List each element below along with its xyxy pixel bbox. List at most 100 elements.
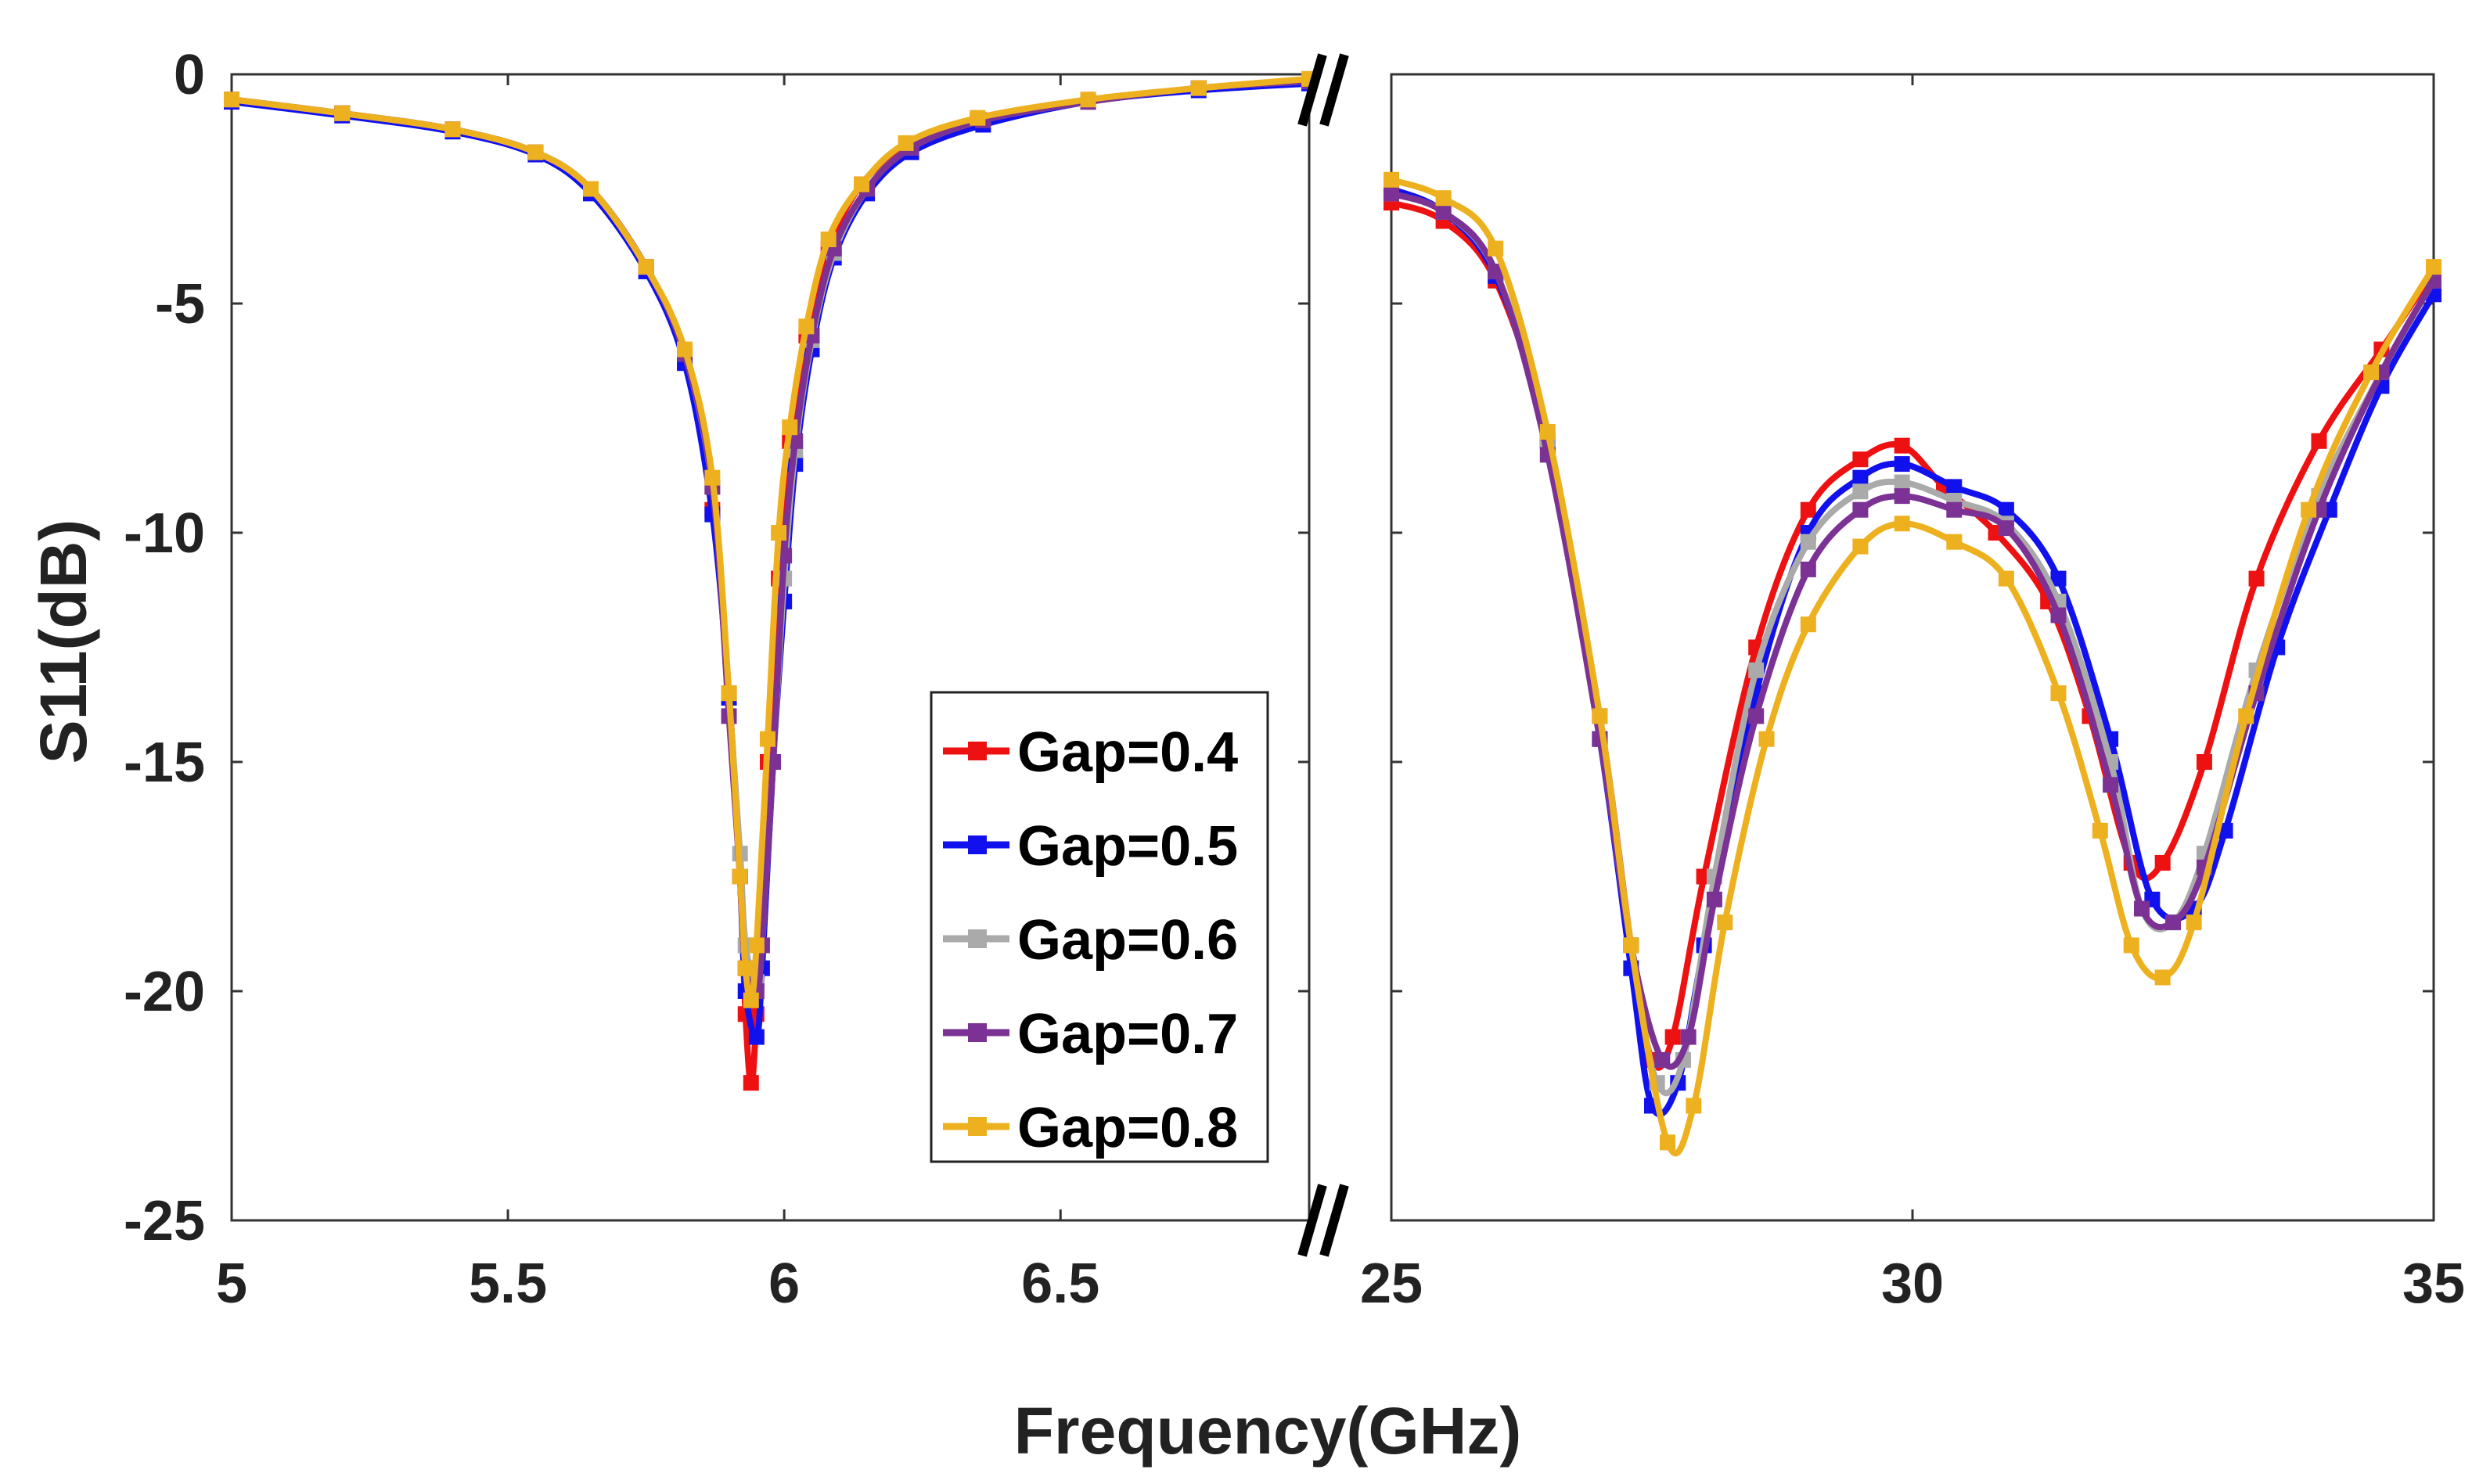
data-point (1800, 534, 1816, 550)
data-point (782, 419, 798, 436)
data-point (1190, 80, 1207, 96)
data-point (1998, 570, 2014, 587)
data-point (2154, 854, 2171, 871)
legend-label: Gap=0.4 (1017, 721, 1238, 784)
data-point (2363, 364, 2380, 380)
legend-label: Gap=0.7 (1017, 1003, 1238, 1065)
data-point (1894, 516, 1910, 532)
data-point (1852, 469, 1869, 486)
data-point (1384, 171, 1399, 188)
data-point (1946, 501, 1963, 518)
data-point (898, 135, 914, 151)
series-line (1390, 190, 2437, 1070)
data-point (1080, 92, 1096, 108)
y-tick-label: -10 (124, 502, 205, 565)
data-point (1946, 534, 1963, 550)
data-point (2050, 570, 2067, 587)
data-point (1686, 1098, 1702, 1114)
data-point (970, 110, 986, 126)
data-point (798, 318, 815, 335)
y-tick-label: -15 (124, 731, 205, 794)
data-point (1998, 501, 2014, 518)
data-point (743, 992, 759, 1008)
data-point (1946, 479, 1963, 495)
data-point (732, 868, 748, 885)
legend-entry: Gap=0.5 (943, 815, 1238, 878)
x-tick-label: 35 (2402, 1252, 2465, 1315)
x-tick-label: 6.5 (1021, 1252, 1099, 1315)
data-point (1664, 1029, 1681, 1045)
data-point (1800, 561, 1816, 577)
legend-label: Gap=0.8 (1017, 1097, 1238, 1159)
axes-layer: 5 5.5 6 6.5 25 30 35 0 -5 -10 -15 -20 -25 (124, 44, 2465, 1315)
x-tick-label: 25 (1360, 1252, 1423, 1315)
data-point (583, 181, 599, 197)
legend-label: Gap=0.6 (1017, 909, 1238, 972)
data-point (334, 105, 351, 121)
data-point (527, 144, 544, 160)
data-point (1852, 538, 1869, 555)
data-point (820, 231, 837, 247)
data-point (2311, 433, 2327, 449)
data-point (1659, 1134, 1675, 1151)
axis-break-bottom (1297, 1184, 1349, 1257)
x-tick-label: 6 (768, 1252, 800, 1315)
legend-box (930, 691, 1269, 1163)
y-axis-title: S11(dB) (27, 519, 100, 764)
data-point (2092, 822, 2108, 839)
data-point (2154, 969, 2171, 986)
data-point (1852, 501, 1869, 518)
data-point (748, 937, 765, 954)
data-point (771, 525, 787, 541)
y-tick-label: 0 (174, 44, 205, 106)
legend-swatch-marker (968, 742, 987, 760)
y-tick-label: -20 (124, 961, 205, 1023)
x-tick-label: 5.5 (469, 1252, 547, 1315)
legend-label: Gap=0.5 (1017, 815, 1238, 878)
legend-entry: Gap=0.7 (943, 1003, 1238, 1065)
y-tick-label: -25 (124, 1190, 205, 1252)
y-tick-label: -5 (155, 273, 205, 336)
legend-swatch-marker (968, 1023, 987, 1042)
data-point (1435, 190, 1452, 207)
data-point (2134, 900, 2150, 917)
series-line (1390, 176, 2437, 1157)
data-point (1654, 1051, 1671, 1068)
x-tick-label: 30 (1881, 1252, 1944, 1315)
data-point (1384, 185, 1399, 202)
data-point (704, 469, 721, 486)
legend-swatch-marker (968, 1117, 987, 1136)
legend-entry: Gap=0.4 (943, 721, 1238, 784)
series-Gap=0.8-low-band (224, 70, 1317, 1008)
data-point (2238, 708, 2254, 724)
data-point (2103, 777, 2119, 793)
legend-swatch-marker (968, 835, 987, 854)
data-point (2165, 914, 2181, 931)
legend: Gap=0.4 Gap=0.5 Gap=0.6 Gap=0.7 Gap=0.8 (930, 691, 1269, 1163)
data-point (638, 259, 654, 275)
data-point (759, 731, 775, 747)
plot-frame-low-band (230, 73, 1311, 1222)
data-point (224, 92, 239, 108)
data-point (2123, 937, 2139, 954)
data-point (1623, 937, 1639, 954)
data-point (1758, 731, 1775, 747)
data-point (743, 1075, 759, 1091)
data-point (748, 1029, 765, 1045)
data-point (444, 121, 461, 138)
data-point (1748, 708, 1765, 724)
data-point (677, 341, 693, 358)
data-point (1800, 616, 1816, 633)
data-point (1592, 708, 1608, 724)
legend-swatch-marker (968, 929, 987, 948)
x-tick-label: 5 (216, 1252, 247, 1315)
data-point (2050, 685, 2067, 702)
data-point (2186, 914, 2202, 931)
data-point (1894, 474, 1910, 490)
data-point (1539, 424, 1556, 440)
data-point (1488, 240, 1504, 257)
data-point (1894, 488, 1910, 505)
data-point (854, 176, 870, 192)
axis-break-top (1297, 53, 1349, 127)
